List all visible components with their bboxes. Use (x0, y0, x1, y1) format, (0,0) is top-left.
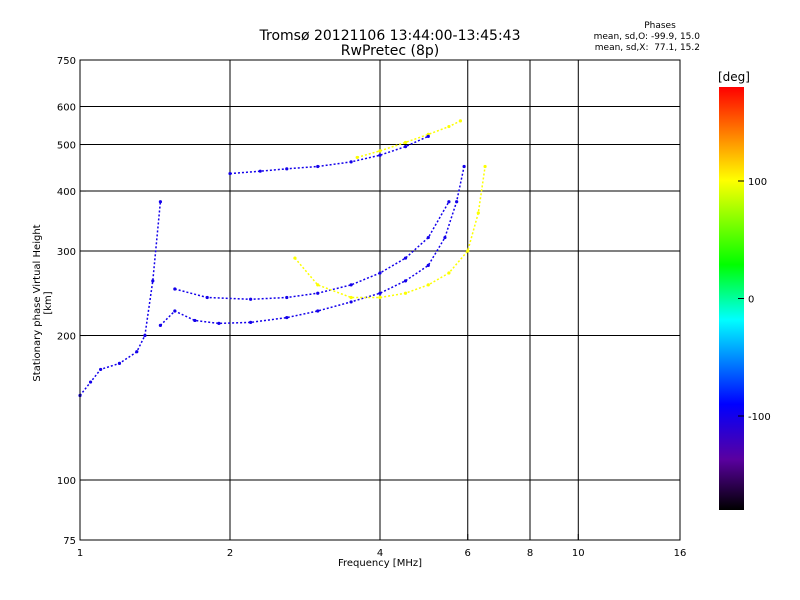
echo-point (455, 200, 459, 204)
echo-point (447, 200, 451, 204)
echo-point (249, 297, 253, 301)
echo-point (228, 171, 232, 176)
y-tick-label: 100 (57, 476, 76, 487)
echo-point (293, 256, 297, 260)
echo-point (403, 140, 408, 145)
echo-point (173, 309, 177, 313)
x-tick-label: 2 (227, 548, 233, 559)
chart-title: Tromsø 20121106 13:44:00-13:45:43 (259, 28, 521, 44)
colorbar-tick-label: -100 (748, 412, 771, 423)
x-axis-label: Frequency [MHz] (337, 558, 423, 569)
echo-trace-line (174, 201, 450, 301)
echo-point (403, 291, 408, 295)
echo-point (285, 167, 289, 171)
echo-point (316, 309, 320, 313)
echo-point (355, 155, 359, 160)
echo-point (476, 211, 480, 215)
x-tick-label: 8 (527, 548, 533, 559)
phases-x-stats: mean, sd,X: 77.1, 15.2 (594, 43, 700, 53)
axis-ticks: 1 2 4 6 8 10 16 75 100 200 300 400 500 600 750 (57, 56, 686, 559)
echo-point (447, 124, 451, 129)
echo-point (143, 333, 147, 338)
echo-point (378, 271, 382, 275)
echo-point (88, 380, 93, 384)
echo-point (285, 295, 289, 300)
grid-lines (80, 60, 680, 540)
echo-point (378, 295, 382, 300)
x-tick-label: 10 (572, 548, 585, 559)
y-tick-label: 600 (57, 103, 76, 114)
echo-point (403, 279, 408, 283)
echo-trace-line (356, 120, 461, 159)
y-tick-label: 200 (57, 332, 76, 343)
echo-point (378, 291, 382, 295)
echo-point (316, 283, 320, 287)
x-tick-label: 1 (77, 548, 83, 559)
echo-traces (78, 119, 487, 398)
echo-point (403, 256, 408, 260)
echo-point (151, 279, 155, 283)
echo-point (426, 263, 430, 267)
y-tick-label: 750 (57, 56, 76, 67)
x-tick-label: 16 (674, 548, 687, 559)
y-tick-label: 400 (57, 187, 76, 198)
echo-point (483, 164, 487, 169)
echo-point (249, 320, 253, 325)
echo-point (117, 361, 122, 365)
echo-trace-line (229, 135, 429, 175)
echo-point (426, 283, 430, 287)
colorbar-tick-label: 0 (748, 295, 754, 306)
echo-point (447, 271, 451, 275)
echo-point (443, 235, 447, 240)
echo-point (466, 249, 470, 253)
echo-point (135, 350, 139, 354)
echo-point (403, 145, 408, 149)
echo-point (99, 367, 103, 372)
colorbar-tick-label: 100 (748, 177, 767, 188)
echo-trace-line (294, 166, 486, 299)
echo-point (258, 169, 262, 173)
phases-o-stats: mean, sd,O: -99.9, 15.0 (593, 32, 700, 42)
echo-point (193, 318, 197, 323)
echo-point (378, 153, 382, 157)
echo-point (349, 160, 353, 164)
x-tick-label: 4 (377, 548, 383, 559)
echo-point (462, 164, 466, 169)
echo-point (458, 119, 463, 123)
y-tick-label: 500 (57, 141, 76, 152)
echo-point (173, 287, 177, 291)
echo-point (426, 235, 430, 240)
echo-point (378, 149, 382, 153)
chart-subtitle: RwPretec (8p) (340, 43, 440, 59)
y-tick-label: 75 (63, 536, 76, 547)
echo-point (316, 291, 320, 295)
phases-title: Phases (644, 21, 676, 31)
echo-point (285, 315, 289, 320)
colorbar-ticks: 100 0 -100 (738, 177, 771, 423)
echo-point (349, 300, 353, 304)
echo-point (426, 134, 430, 138)
colorbar-unit-label: [deg] (718, 70, 750, 84)
x-tick-label: 6 (465, 548, 471, 559)
phases-legend: Phases mean, sd,O: -99.9, 15.0 mean, sd,… (560, 21, 700, 54)
echo-point (217, 321, 221, 325)
echo-point (158, 200, 163, 204)
echo-point (316, 164, 320, 169)
echo-point (349, 295, 353, 300)
echo-point (205, 295, 209, 300)
echo-point (349, 283, 353, 287)
echo-point (158, 323, 163, 327)
y-tick-label: 300 (57, 247, 76, 258)
echo-trace-line (79, 201, 162, 396)
